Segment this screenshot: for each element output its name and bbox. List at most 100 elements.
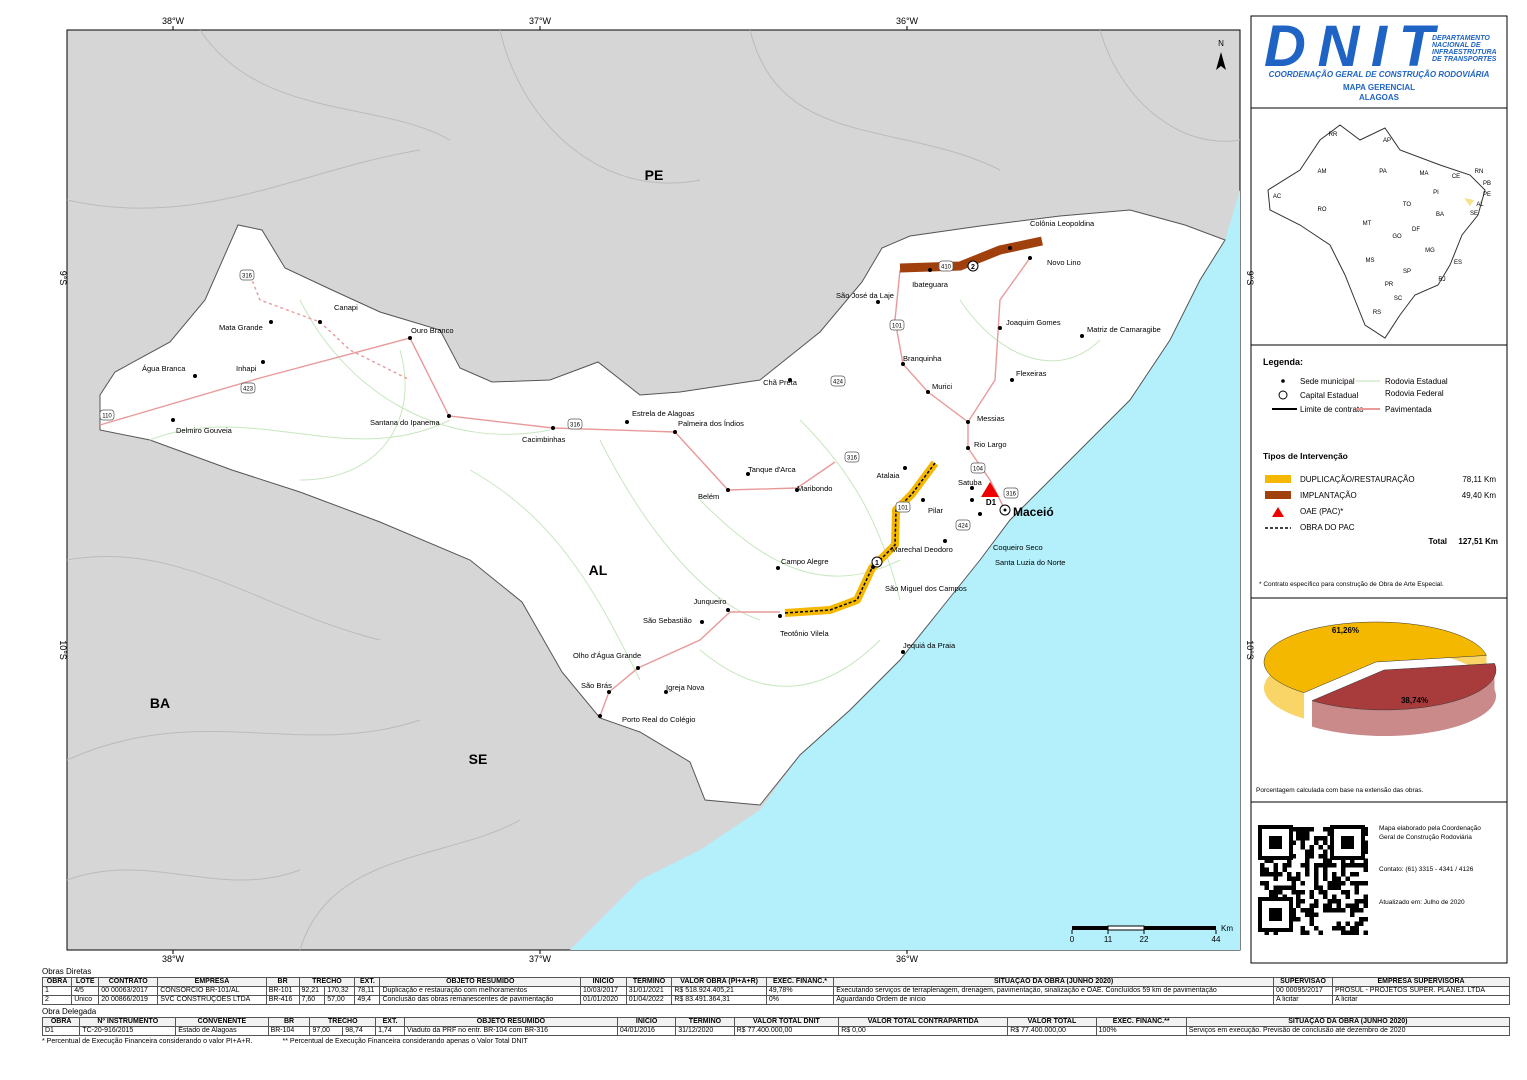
qr-module	[1282, 863, 1287, 868]
header-cell: CONVENENTE	[175, 1017, 269, 1027]
place-label: Rio Largo	[974, 440, 1007, 449]
inset-state-label: PB	[1483, 181, 1491, 187]
qr-finder	[1330, 825, 1365, 860]
qr-module	[1359, 921, 1364, 926]
highway-shield-label: 423	[243, 387, 254, 393]
qr-module	[1336, 881, 1341, 886]
qr-module	[1296, 836, 1301, 841]
header-cell: TÉRMINO	[675, 1017, 735, 1027]
data-cell: 00 00095/2017	[1273, 986, 1334, 996]
qr-module	[1287, 858, 1292, 863]
intervention-symbol	[1272, 507, 1284, 517]
org-name: DE TRANSPORTES	[1432, 56, 1497, 63]
highway-shield-label: 316	[847, 456, 858, 462]
place-label: Cacimbinhas	[522, 435, 566, 444]
qr-module	[1363, 899, 1368, 904]
qr-finder	[1269, 908, 1282, 921]
qr-module	[1296, 894, 1301, 899]
municipal-seat	[876, 300, 880, 304]
lat-label: 10°S	[1245, 640, 1255, 660]
legend-item: Sede municipal	[1300, 377, 1355, 386]
qr-module	[1273, 876, 1278, 881]
data-cell: 97,00	[309, 1026, 344, 1036]
qr-module	[1318, 885, 1323, 890]
pie-slice	[1311, 663, 1497, 711]
footnote: * Percentual de Execução Financeira cons…	[42, 1038, 253, 1045]
qr-module	[1341, 863, 1346, 868]
region-label: AL	[589, 562, 608, 578]
place-label: Pilar	[928, 506, 944, 515]
qr-module	[1318, 845, 1323, 850]
qr-module	[1260, 881, 1265, 886]
qr-module	[1282, 867, 1287, 872]
credits-contact: Contato: (61) 3315 - 4341 / 4126	[1379, 866, 1474, 873]
qr-module	[1354, 885, 1359, 890]
qr-module	[1363, 831, 1368, 836]
qr-module	[1327, 881, 1332, 886]
credits-text: Geral de Construção Rodoviária	[1379, 834, 1472, 841]
qr-module	[1323, 867, 1328, 872]
qr-module	[1296, 903, 1301, 908]
qr-module	[1260, 872, 1265, 877]
qr-module	[1282, 885, 1287, 890]
header-cell: BR	[267, 1017, 311, 1027]
data-cell: R$ 77.400.000,00	[733, 1026, 840, 1036]
place-label: Colônia Leopoldina	[1030, 219, 1095, 228]
qr-module	[1336, 926, 1341, 931]
qr-module	[1309, 845, 1314, 850]
qr-module	[1305, 867, 1310, 872]
qr-module	[1300, 863, 1305, 868]
legend-item: Pavimentada	[1385, 405, 1432, 414]
municipal-seat	[901, 650, 905, 654]
header-cell: EXEC. FINANC.**	[1095, 1017, 1187, 1027]
highway-shield-label: 316	[570, 423, 581, 429]
header-cell: TRECHO	[298, 977, 356, 987]
org-name: NACIONAL DE	[1432, 42, 1481, 49]
place-label: Tanque d'Arca	[748, 465, 797, 474]
qr-module	[1327, 908, 1332, 913]
qr-module	[1323, 840, 1328, 845]
scale-bar-segment	[1072, 926, 1108, 930]
qr-module	[1273, 930, 1278, 935]
qr-finder	[1258, 825, 1293, 860]
data-cell: PROSUL - PROJETOS SUPER. PLANEJ. LTDA	[1332, 986, 1510, 996]
data-cell: R$ 518.924.405,21	[671, 986, 767, 996]
subtitle: COORDENAÇÃO GERAL DE CONSTRUÇÃO RODOVIÁR…	[1269, 70, 1490, 79]
place-label: São José da Laje	[836, 291, 894, 300]
qr-module	[1327, 831, 1332, 836]
work-marker-label: D1	[986, 498, 997, 507]
intervention-km: 78,11 Km	[1462, 475, 1496, 484]
place-label: Novo Lino	[1047, 258, 1081, 267]
qr-module	[1323, 903, 1328, 908]
qr-module	[1309, 827, 1314, 832]
qr-module	[1318, 863, 1323, 868]
municipal-seat	[901, 362, 905, 366]
qr-module	[1363, 840, 1368, 845]
pie-note: Porcentagem calculada com base na extens…	[1256, 787, 1423, 794]
place-label: Inhapi	[236, 364, 257, 373]
municipal-seat	[1080, 334, 1084, 338]
qr-code	[1258, 825, 1368, 935]
legend-item: Limite de contrato	[1300, 405, 1364, 414]
qr-module	[1264, 881, 1269, 886]
qr-module	[1341, 881, 1346, 886]
legend-item: Capital Estadual	[1300, 391, 1358, 400]
qr-module	[1323, 858, 1328, 863]
data-cell: 31/12/2020	[675, 1026, 735, 1036]
map-sheet: 38°W 38°W 37°W 37°W 36°W 36°W 9°S 9°S 10°S 10°S N P…	[58, 14, 1508, 964]
qr-module	[1314, 926, 1319, 931]
interventions-title: Tipos de Intervenção	[1263, 451, 1348, 461]
pie-label: 61,26%	[1332, 626, 1359, 635]
place-label: Messias	[977, 414, 1005, 423]
qr-module	[1323, 854, 1328, 859]
municipal-seat	[970, 498, 974, 502]
data-cell: 170,32	[324, 986, 356, 996]
data-cell: 100%	[1095, 1026, 1187, 1036]
data-cell: 00 00063/2017	[98, 986, 159, 996]
highway-shield-label: 410	[941, 265, 952, 271]
scale-bar-segment	[1107, 925, 1145, 931]
municipal-seat	[269, 320, 273, 324]
header-cell: Nº INSTRUMENTO	[79, 1017, 177, 1027]
qr-module	[1354, 881, 1359, 886]
qr-module	[1314, 899, 1319, 904]
